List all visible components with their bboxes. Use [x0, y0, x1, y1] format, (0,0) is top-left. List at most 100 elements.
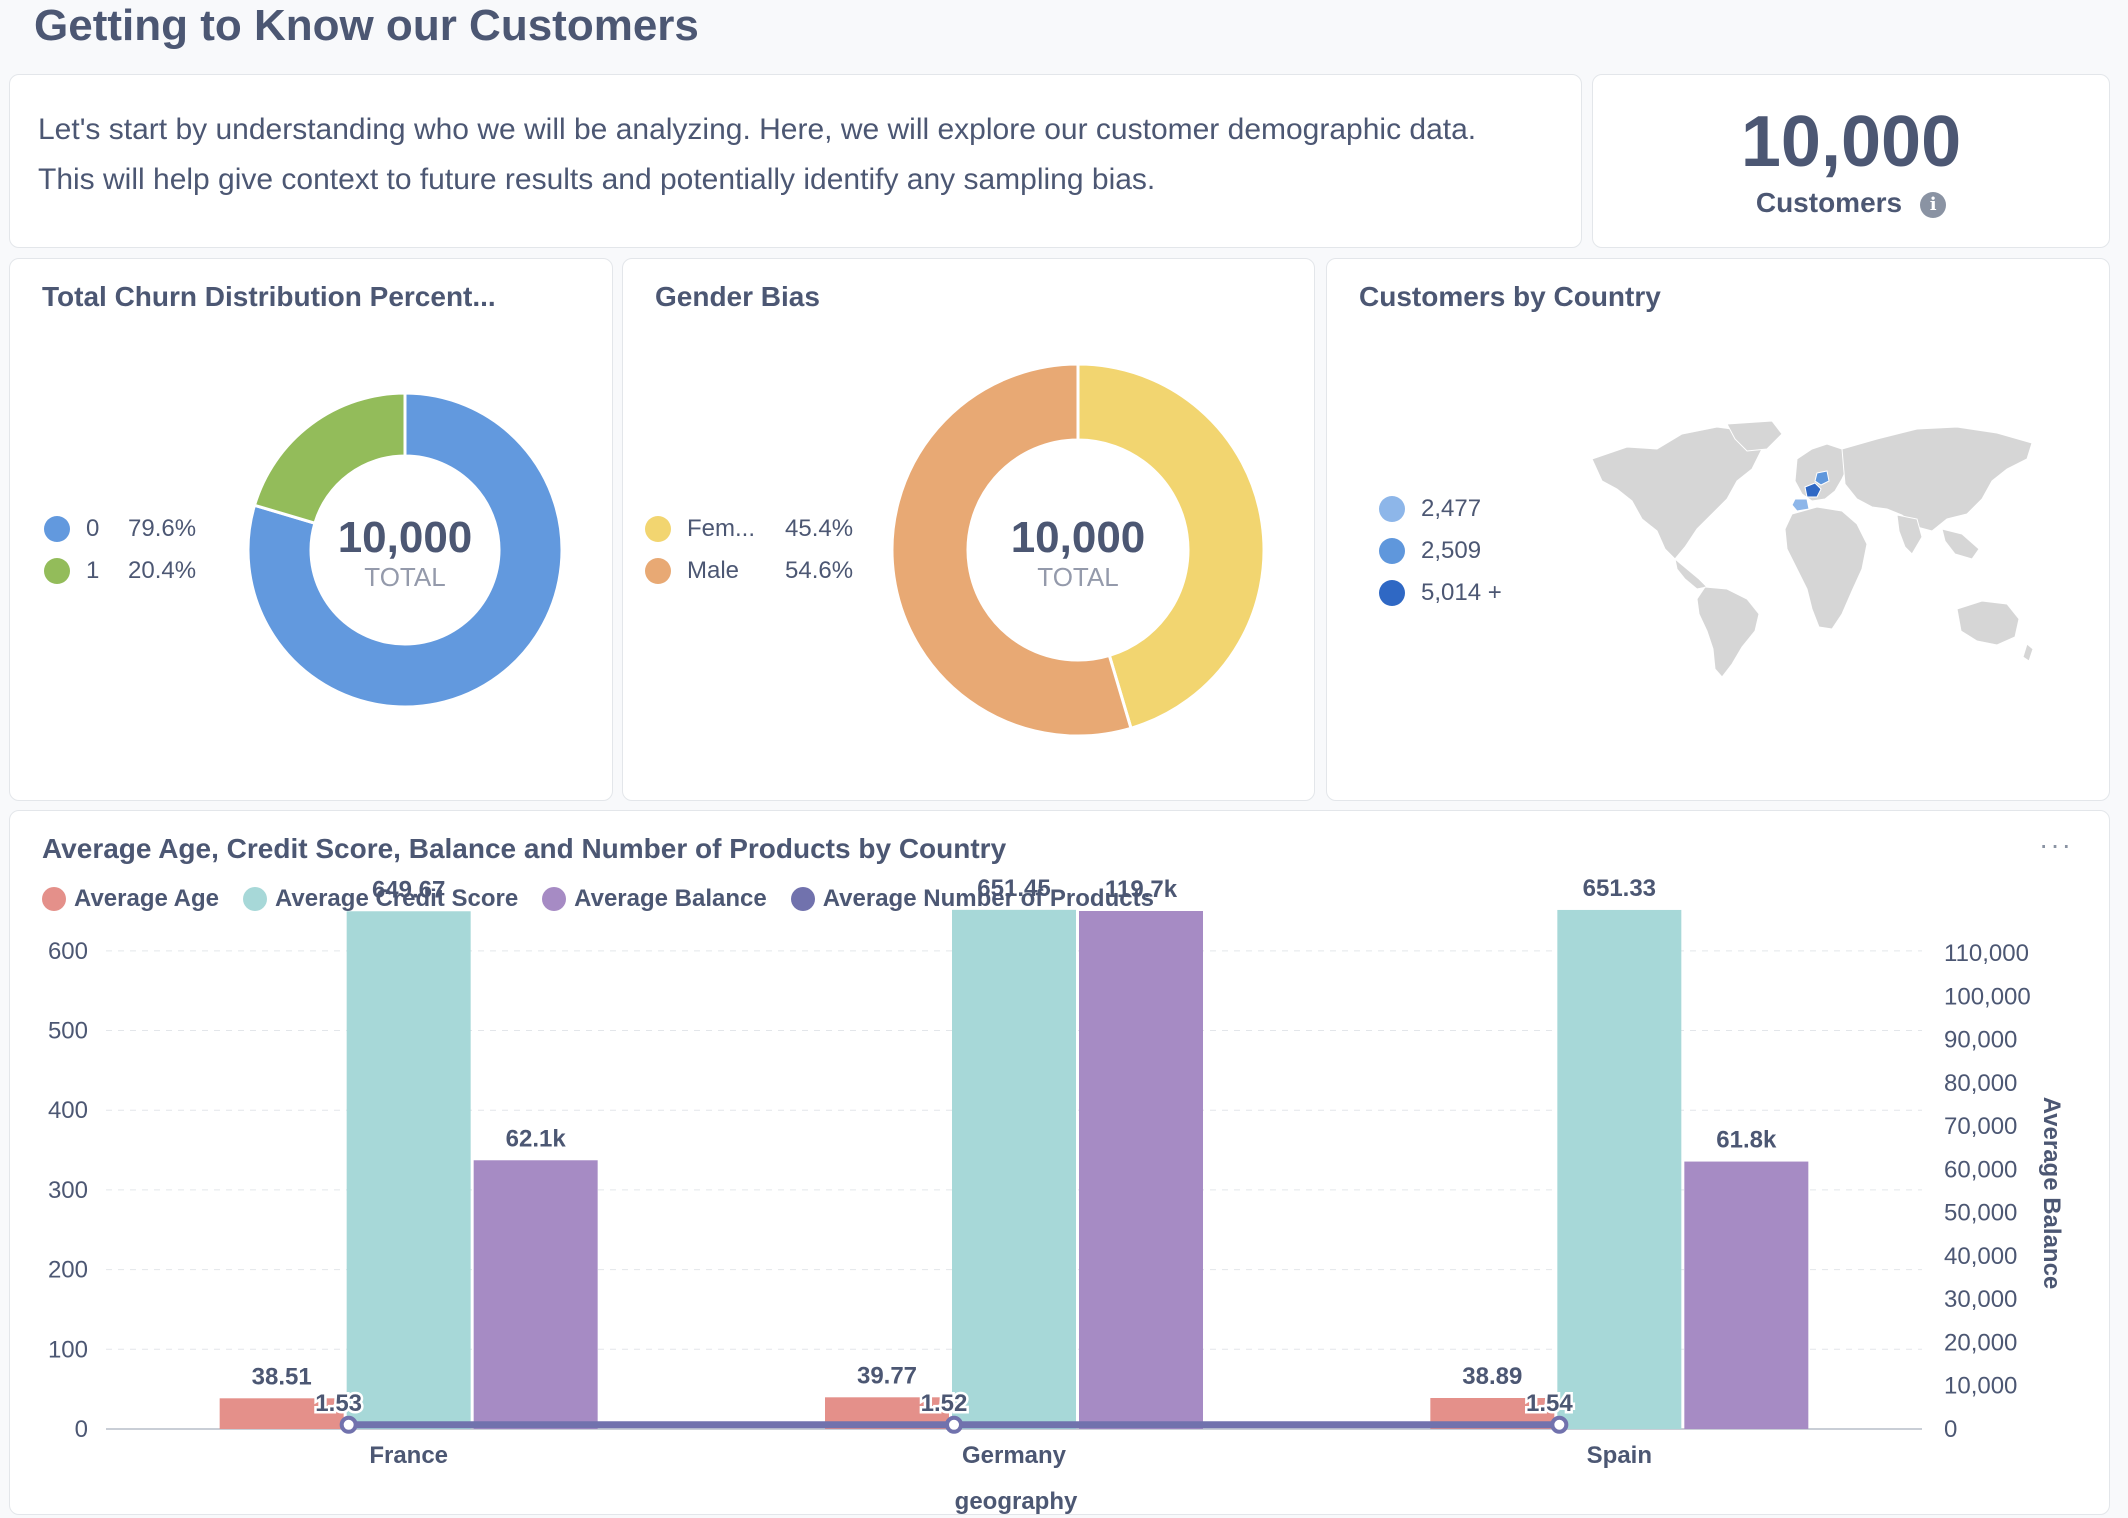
gender-total: 10,000	[1011, 513, 1146, 562]
y2-tick-label: 60,000	[1944, 1156, 2017, 1183]
map-south-america[interactable]	[1696, 586, 1760, 678]
churn-card[interactable]: Total Churn Distribution Percent... 0 79…	[9, 258, 613, 801]
legend-average-age[interactable]: Average Age	[42, 885, 219, 913]
bar-average-balance-germany[interactable]	[1079, 911, 1203, 1429]
bar-average-credit-score-france[interactable]	[346, 911, 471, 1429]
gender-legend-item-1[interactable]: Male 54.6%	[645, 557, 853, 585]
gender-title: Gender Bias	[655, 281, 820, 312]
map-asia[interactable]	[1841, 426, 2033, 532]
customers-count: 10,000	[1740, 102, 1962, 182]
customers-kpi-card[interactable]: 10,000 Customers i	[1592, 74, 2110, 248]
bar-label-average-balance-germany: 119.7k	[1105, 876, 1178, 903]
map-india[interactable]	[1896, 514, 1923, 555]
y2-tick-label: 20,000	[1944, 1329, 2017, 1356]
map-central-america[interactable]	[1674, 557, 1709, 590]
map-africa[interactable]	[1784, 506, 1868, 630]
legend-average-number-of-products[interactable]: Average Number of Products	[790, 885, 1154, 913]
customers-label-row: Customers i	[1593, 187, 2109, 219]
intro-line-2: This will help give context to future re…	[38, 163, 1156, 196]
country-title: Customers by Country	[1359, 281, 1661, 312]
world-map[interactable]	[1587, 419, 2037, 679]
bar-label-average-credit-score-france: 649.67	[372, 876, 445, 903]
customers-label: Customers	[1755, 187, 1903, 218]
combo-chart[interactable]: geography Average Balance 0 100 200 300 400 5…	[10, 811, 2111, 1516]
country-legend-dot-0	[1379, 496, 1405, 522]
y-tick-label: 400	[48, 1097, 88, 1124]
y2-tick-label: 80,000	[1944, 1070, 2017, 1097]
point-average-number-of-products-germany[interactable]	[945, 1415, 963, 1434]
country-legend-label-0: 2,477	[1421, 495, 1482, 522]
bar-label-average-age-france: 38.51	[252, 1363, 312, 1390]
churn-slice-1[interactable]	[252, 391, 407, 526]
intro-line-1: Let's start by understanding who we will…	[38, 113, 1477, 146]
gender-legend-label-0: Fem...	[687, 515, 756, 542]
point-average-number-of-products-france[interactable]	[339, 1415, 358, 1434]
bar-average-credit-score-germany[interactable]	[952, 909, 1076, 1429]
x-axis-title: geography	[955, 1488, 1078, 1515]
churn-legend-pct-1: 20.4%	[128, 557, 197, 584]
gender-slice-0[interactable]	[1076, 362, 1266, 731]
bar-label-average-credit-score-germany: 651.45	[977, 875, 1050, 902]
y-tick-label: 100	[48, 1336, 88, 1363]
map-country-france[interactable]	[1804, 482, 1822, 498]
churn-donut[interactable]: 10,000 TOTAL	[10, 259, 614, 802]
bar-label-average-age-spain: 38.89	[1462, 1363, 1522, 1390]
y2-tick-label: 0	[1944, 1416, 1957, 1443]
gender-donut[interactable]: 10,000 TOTAL	[623, 259, 1316, 802]
churn-legend-dot-0	[44, 516, 70, 542]
y-tick-label: 500	[48, 1018, 88, 1045]
country-legend-label-2: 5,014 +	[1421, 579, 1502, 606]
gender-slice-1[interactable]	[890, 362, 1133, 738]
churn-legend-pct-0: 79.6%	[128, 515, 197, 542]
bar-average-age-france[interactable]	[219, 1398, 344, 1429]
gender-card[interactable]: Gender Bias Fem... 45.4% Male 54.6% 10,0…	[622, 258, 1315, 801]
churn-legend-label-1: 1	[86, 557, 100, 584]
country-legend-dot-1	[1379, 538, 1405, 564]
legend-average-credit-score[interactable]: Average Credit Score	[242, 885, 518, 913]
legend-dot-average-balance	[542, 887, 567, 911]
gender-legend-dot-0	[645, 516, 671, 542]
bar-average-balance-spain[interactable]	[1684, 1161, 1809, 1429]
point-average-number-of-products-spain[interactable]	[1550, 1415, 1569, 1434]
legend-dot-average-age	[42, 887, 66, 911]
map-new-zealand[interactable]	[2022, 643, 2034, 662]
map-southeast-asia[interactable]	[1941, 528, 1980, 560]
legend-average-balance[interactable]: Average Balance	[542, 885, 767, 913]
info-icon[interactable]: i	[1920, 191, 1947, 218]
more-options-icon[interactable]: ···	[2039, 829, 2073, 860]
map-country-germany[interactable]	[1814, 470, 1830, 486]
bar-average-credit-score-spain[interactable]	[1557, 909, 1682, 1429]
churn-total-label: TOTAL	[364, 562, 445, 592]
churn-legend-dot-1	[44, 558, 70, 584]
map-country-spain[interactable]	[1791, 498, 1810, 512]
country-legend-item-2[interactable]: 5,014 +	[1379, 579, 1502, 607]
y2-tick-label: 70,000	[1944, 1113, 2017, 1140]
intro-text: Let's start by understanding who we will…	[38, 105, 1578, 205]
churn-total: 10,000	[338, 513, 473, 562]
map-australia[interactable]	[1956, 600, 2020, 646]
country-legend-item-1[interactable]: 2,509	[1379, 537, 1481, 565]
bar-average-balance-france[interactable]	[473, 1160, 598, 1429]
y2-tick-label: 10,000	[1944, 1373, 2017, 1400]
y-tick-label: 300	[48, 1177, 88, 1204]
churn-legend-item-0[interactable]: 0 79.6%	[44, 515, 196, 543]
country-legend-item-0[interactable]: 2,477	[1379, 495, 1481, 523]
point-label-average-number-of-products-france: 1.53	[315, 1390, 362, 1417]
x-tick-label: France	[369, 1442, 448, 1469]
bar-chart-card[interactable]: Average Age, Credit Score, Balance and N…	[9, 810, 2110, 1515]
bar-chart-title: Average Age, Credit Score, Balance and N…	[42, 833, 1007, 864]
country-card[interactable]: Customers by Country 2,477 2,509 5,014 +	[1326, 258, 2110, 801]
y-tick-label: 600	[48, 938, 88, 965]
y2-tick-label: 50,000	[1944, 1200, 2017, 1227]
churn-legend-item-1[interactable]: 1 20.4%	[44, 557, 196, 585]
gender-legend-item-0[interactable]: Fem... 45.4%	[645, 515, 853, 543]
gender-legend-dot-1	[645, 558, 671, 584]
bar-label-average-balance-spain: 61.8k	[1716, 1127, 1777, 1154]
page-title: Getting to Know our Customers	[34, 1, 699, 50]
map-greenland[interactable]	[1726, 420, 1783, 452]
churn-slice-0[interactable]	[246, 391, 564, 709]
gender-legend-pct-1: 54.6%	[785, 557, 854, 584]
y2-tick-label: 40,000	[1944, 1243, 2017, 1270]
map-north-america[interactable]	[1591, 426, 1763, 560]
point-label-average-number-of-products-spain: 1.54	[1526, 1390, 1573, 1417]
